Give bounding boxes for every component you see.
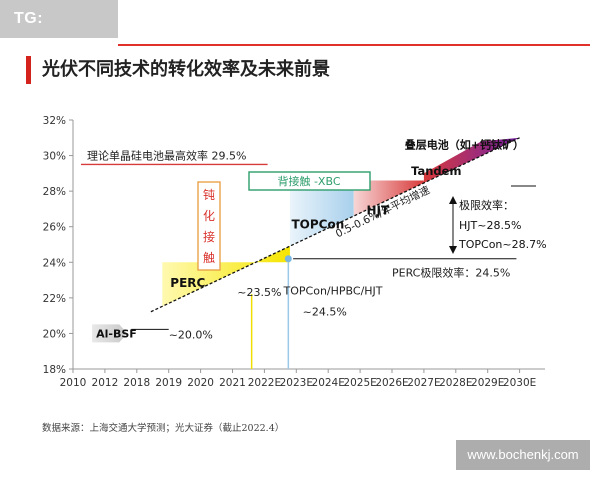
- tandem-label: Tandem: [411, 164, 461, 178]
- xbc-box: [248, 171, 371, 191]
- title-accent-bar: [26, 56, 31, 84]
- y-tick-label: 20%: [43, 328, 66, 340]
- perc-value-label: ~23.5%: [237, 286, 281, 299]
- theoretical-limit-label: 理论单晶硅电池最高效率 29.5%: [87, 148, 246, 162]
- topcon-hpbc-hjt-label: TOPCon/HPBC/HJT: [283, 284, 383, 297]
- al-bsf-value-label: ~20.0%: [169, 328, 213, 341]
- x-tick-label: 2030E: [503, 377, 536, 389]
- x-tick-label: 2020: [187, 377, 214, 389]
- perc-label: PERC: [170, 276, 205, 290]
- x-tick-label: 2025E: [343, 377, 376, 389]
- limits-hjt: HJT~28.5%: [459, 219, 521, 232]
- passivated-contact-char: 化: [203, 209, 215, 223]
- hjt-label: HJT: [366, 203, 390, 217]
- watermark: www.bochenkj.com: [456, 440, 590, 470]
- al-bsf-label: Al-BSF: [96, 327, 137, 340]
- x-tick-label: 2026E: [375, 377, 408, 389]
- y-tick-label: 22%: [43, 293, 66, 305]
- perc-limit-label: PERC极限效率：24.5%: [392, 266, 510, 280]
- x-tick-label: 2023E: [280, 377, 313, 389]
- x-tick-label: 2027E: [407, 377, 440, 389]
- y-tick-label: 26%: [43, 222, 66, 234]
- topcon-area: [289, 187, 354, 247]
- page-title: 光伏不同技术的转化效率及未来前景: [42, 59, 330, 80]
- y-tick-label: 24%: [43, 257, 66, 269]
- passivated-contact-char: 触: [203, 251, 215, 265]
- topcon-value-label: ~24.5%: [303, 306, 347, 319]
- passivated-contact-box: [197, 181, 221, 271]
- x-tick-label: 2024E: [312, 377, 345, 389]
- x-tick-label: 2012: [92, 377, 119, 389]
- topcon-marker-dot: [284, 255, 292, 263]
- x-tick-label: 2021: [219, 377, 246, 389]
- limits-arrow-down-head: [449, 246, 457, 254]
- x-tick-label: 2018: [123, 377, 150, 389]
- stacked-cell-label: 叠层电池（如+钙钛矿）: [405, 137, 524, 151]
- trend-line: [150, 137, 520, 313]
- efficiency-chart: 18% 20% 22% 24% 26% 28% 30% 32% 2010 2012 2018 201…: [43, 115, 547, 389]
- x-tick-label: 2010: [60, 377, 87, 389]
- x-tick-label: 2019: [155, 377, 182, 389]
- passivated-contact-char: 钝: [203, 188, 215, 202]
- xbc-label: 背接触 -XBC: [277, 174, 340, 188]
- source-note: 数据来源：上海交通大学预测；光大证券（截止2022.4）: [42, 423, 285, 434]
- passivated-contact-char: 接: [203, 229, 215, 244]
- x-tick-label: 2022E: [248, 377, 281, 389]
- header-rule: [118, 44, 590, 46]
- hjt-area: [353, 180, 424, 217]
- limits-topcon: TOPCon~28.7%: [458, 238, 547, 251]
- passivated-contact-label: 钝化接触: [203, 188, 215, 265]
- topcon-label: TOPCon: [292, 217, 345, 231]
- y-tick-label: 30%: [43, 151, 66, 163]
- channel-tag: TG: MYYJJPP: [0, 0, 118, 65]
- x-tick-label: 2029E: [471, 377, 504, 389]
- al-bsf-arrow: [92, 324, 128, 343]
- x-tick-label: 2028E: [439, 377, 472, 389]
- y-tick-label: 32%: [43, 115, 66, 127]
- limits-title: 极限效率：: [459, 198, 514, 212]
- limits-arrow-up-head: [449, 196, 457, 204]
- y-tick-label: 28%: [43, 186, 66, 198]
- y-tick-label: 18%: [43, 364, 66, 376]
